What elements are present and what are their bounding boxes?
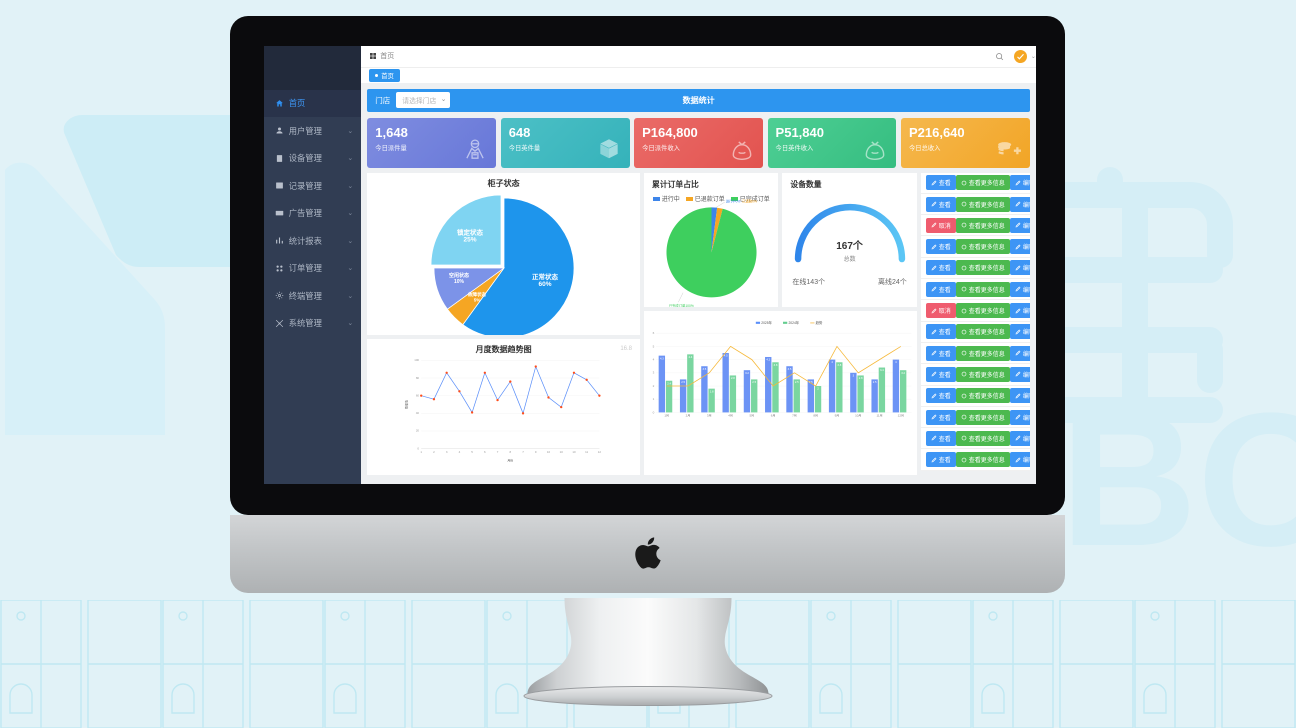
svg-text:3: 3 — [446, 450, 448, 454]
svg-text:4: 4 — [458, 450, 460, 454]
svg-text:6月: 6月 — [771, 414, 776, 418]
svg-text:2月: 2月 — [686, 414, 691, 418]
svg-text:10: 10 — [559, 450, 563, 454]
svg-text:月份: 月份 — [507, 458, 513, 463]
svg-text:25%: 25% — [463, 236, 476, 243]
svg-text:3: 3 — [653, 371, 655, 375]
svg-text:5月: 5月 — [750, 414, 755, 418]
svg-text:10月: 10月 — [855, 414, 861, 418]
svg-text:2025年: 2025年 — [762, 320, 773, 325]
svg-text:5: 5 — [471, 450, 473, 454]
svg-text:10%: 10% — [454, 279, 465, 285]
svg-text:已退款0%: 已退款0% — [742, 198, 757, 203]
svg-text:11月: 11月 — [877, 414, 883, 418]
svg-text:2024年: 2024年 — [789, 320, 800, 325]
svg-text:4月: 4月 — [729, 414, 734, 418]
svg-text:10: 10 — [547, 450, 551, 454]
svg-text:60%: 60% — [538, 281, 551, 288]
svg-text:1月: 1月 — [665, 414, 670, 418]
svg-text:进行中0%: 进行中0% — [725, 198, 740, 203]
svg-text:4: 4 — [653, 358, 655, 362]
svg-text:1: 1 — [420, 450, 422, 454]
svg-text:11: 11 — [585, 450, 588, 454]
svg-text:9月: 9月 — [835, 414, 840, 418]
svg-text:7月: 7月 — [792, 414, 797, 418]
svg-text:7: 7 — [496, 450, 498, 454]
svg-text:60: 60 — [415, 394, 419, 398]
svg-text:9: 9 — [535, 450, 537, 454]
svg-text:0: 0 — [417, 447, 419, 451]
svg-text:20: 20 — [415, 429, 419, 433]
svg-text:7: 7 — [522, 450, 524, 454]
svg-text:趋势: 趋势 — [816, 320, 823, 325]
svg-text:6: 6 — [653, 331, 655, 335]
svg-text:2: 2 — [433, 450, 435, 454]
svg-text:10: 10 — [572, 450, 576, 454]
svg-text:80: 80 — [415, 376, 419, 380]
svg-text:100: 100 — [414, 358, 419, 362]
svg-text:8月: 8月 — [814, 414, 819, 418]
svg-text:8: 8 — [509, 450, 511, 454]
svg-text:数据值: 数据值 — [403, 400, 408, 409]
svg-text:5%: 5% — [473, 297, 480, 302]
svg-text:6: 6 — [484, 450, 486, 454]
svg-text:12: 12 — [597, 450, 601, 454]
svg-text:空闲状态: 空闲状态 — [449, 272, 469, 279]
svg-text:1: 1 — [653, 397, 655, 401]
svg-text:5: 5 — [653, 345, 655, 349]
svg-text:2: 2 — [653, 384, 655, 388]
svg-text:40: 40 — [415, 411, 419, 415]
svg-text:3月: 3月 — [707, 414, 712, 418]
svg-text:12月: 12月 — [898, 414, 904, 418]
svg-text:0: 0 — [653, 411, 655, 415]
svg-text:故障状态: 故障状态 — [468, 291, 486, 298]
svg-text:已完成订单100%: 已完成订单100% — [669, 302, 694, 307]
